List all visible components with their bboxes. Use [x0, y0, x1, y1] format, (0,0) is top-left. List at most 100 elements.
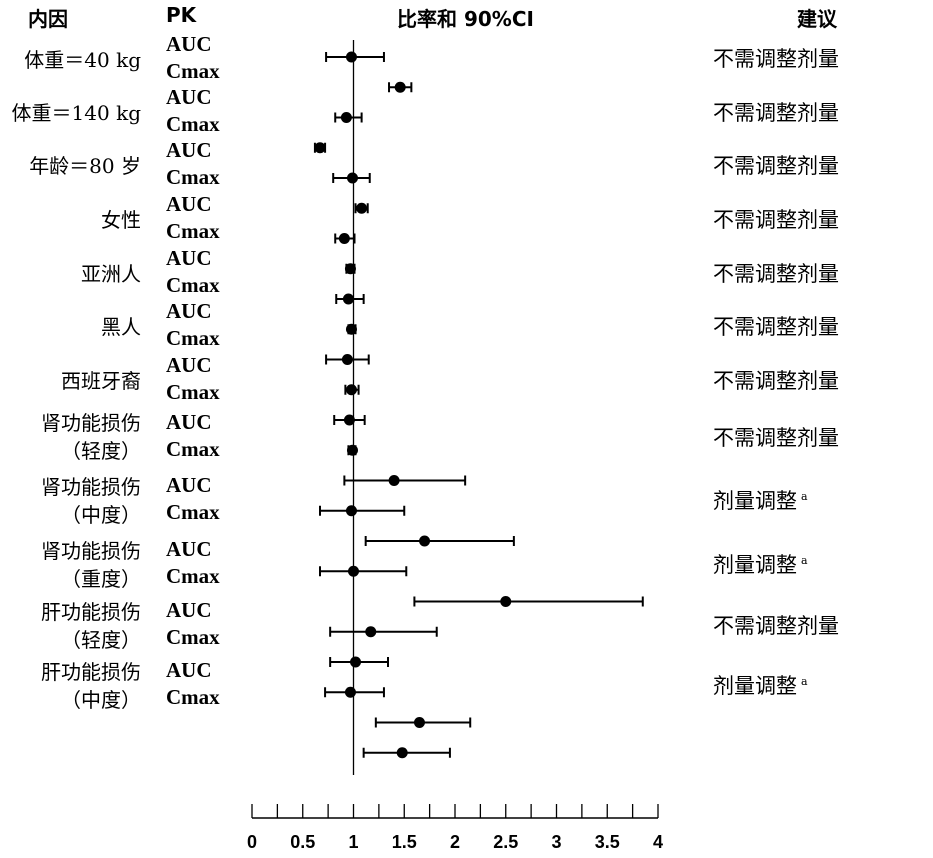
pk-label-auc: AUC: [166, 138, 212, 162]
point-estimate: [419, 535, 431, 547]
footnote-marker: a: [801, 554, 808, 567]
point-estimate: [341, 354, 353, 365]
recommendation-label: 不需调整剂量: [713, 47, 839, 71]
recommendation-text: 剂量调整 a: [713, 549, 808, 579]
footnote-marker: a: [801, 490, 808, 503]
factor-label: 年龄＝80 岁: [29, 154, 141, 178]
point-estimate: [346, 172, 358, 184]
recommendation-label: 剂量调整: [713, 674, 797, 698]
point-estimate: [344, 686, 356, 698]
recommendation-label: 不需调整剂量: [713, 262, 839, 286]
x-tick-label: 1: [348, 832, 358, 852]
recommendation-label: 不需调整剂量: [713, 614, 839, 638]
x-tick-label: 2: [450, 832, 460, 852]
recommendation-text: 不需调整剂量: [713, 204, 839, 234]
pk-label-auc: AUC: [166, 353, 212, 377]
x-tick-label: 1.5: [392, 832, 417, 852]
factor-label: （中度）: [61, 503, 141, 527]
pk-label-cmax: Cmax: [166, 437, 220, 461]
factor-label: 肾功能损伤: [41, 475, 141, 499]
recommendation-text: 不需调整剂量: [713, 311, 839, 341]
recommendation-label: 剂量调整: [713, 553, 797, 577]
factor-label: （重度）: [61, 567, 141, 591]
point-estimate: [356, 202, 368, 214]
pk-label-cmax: Cmax: [166, 625, 220, 649]
recommendation-text: 剂量调整 a: [713, 485, 808, 515]
factor-label: 体重＝40 kg: [24, 48, 141, 72]
pk-label-cmax: Cmax: [166, 564, 220, 588]
recommendation-label: 剂量调整: [713, 489, 797, 513]
pk-label-cmax: Cmax: [166, 500, 220, 524]
point-estimate: [396, 747, 408, 759]
header-ratio: 比率和 90%CI: [397, 7, 534, 31]
x-tick-label: 3.5: [595, 832, 620, 852]
point-estimate: [338, 233, 350, 244]
recommendation-text: 剂量调整 a: [713, 670, 808, 700]
recommendation-text: 不需调整剂量: [713, 258, 839, 288]
pk-label-cmax: Cmax: [166, 219, 220, 243]
point-estimate: [365, 626, 377, 638]
footnote-marker: a: [801, 675, 808, 688]
pk-label-auc: AUC: [166, 246, 212, 270]
point-estimate: [394, 81, 406, 93]
point-estimate: [346, 444, 358, 456]
point-estimate: [345, 505, 357, 517]
pk-label-cmax: Cmax: [166, 112, 220, 136]
recommendation-text: 不需调整剂量: [713, 43, 839, 73]
point-estimate: [413, 717, 425, 728]
header-recommendation: 建议: [797, 7, 837, 31]
pk-label-cmax: Cmax: [166, 165, 220, 189]
recommendation-text: 不需调整剂量: [713, 610, 839, 640]
recommendation-text: 不需调整剂量: [713, 97, 839, 127]
factor-label: 肾功能损伤: [41, 411, 141, 435]
point-estimate: [340, 112, 352, 123]
point-estimate: [314, 142, 326, 154]
pk-label-cmax: Cmax: [166, 59, 220, 83]
x-tick-label: 0: [247, 832, 257, 852]
factor-label: （中度）: [61, 688, 141, 712]
pk-label-cmax: Cmax: [166, 273, 220, 297]
pk-label-auc: AUC: [166, 537, 212, 561]
x-tick-label: 4: [653, 832, 663, 852]
factor-label: 肝功能损伤: [41, 600, 141, 624]
pk-label-cmax: Cmax: [166, 685, 220, 709]
recommendation-label: 不需调整剂量: [713, 101, 839, 125]
factor-label: 肾功能损伤: [41, 539, 141, 563]
recommendation-text: 不需调整剂量: [713, 422, 839, 452]
recommendation-label: 不需调整剂量: [713, 208, 839, 232]
point-estimate: [342, 293, 354, 305]
pk-label-auc: AUC: [166, 32, 212, 56]
factor-label: 亚洲人: [81, 262, 141, 286]
factor-label: 体重＝140 kg: [11, 101, 141, 125]
point-estimate: [500, 596, 512, 607]
factor-label: 西班牙裔: [61, 369, 141, 393]
point-estimate: [350, 656, 362, 668]
point-estimate: [388, 475, 400, 486]
factor-label: （轻度）: [61, 628, 141, 652]
factor-label: 黑人: [101, 315, 141, 339]
header-factor: 内因: [28, 7, 68, 31]
pk-label-auc: AUC: [166, 85, 212, 109]
recommendation-text: 不需调整剂量: [713, 150, 839, 180]
x-tick-label: 3: [551, 832, 561, 852]
pk-label-cmax: Cmax: [166, 380, 220, 404]
recommendation-label: 不需调整剂量: [713, 426, 839, 450]
point-estimate: [348, 565, 359, 577]
point-estimate: [345, 51, 357, 63]
pk-label-auc: AUC: [166, 658, 212, 682]
point-estimate: [345, 323, 357, 335]
recommendation-label: 不需调整剂量: [713, 154, 839, 178]
pk-label-auc: AUC: [166, 410, 212, 434]
recommendation-text: 不需调整剂量: [713, 365, 839, 395]
header-pk: PK: [166, 3, 197, 27]
x-tick-label: 0.5: [290, 832, 315, 852]
factor-label: （轻度）: [61, 439, 141, 463]
x-tick-label: 2.5: [493, 832, 518, 852]
pk-label-auc: AUC: [166, 598, 212, 622]
recommendation-label: 不需调整剂量: [713, 369, 839, 393]
pk-label-auc: AUC: [166, 473, 212, 497]
recommendation-label: 不需调整剂量: [713, 315, 839, 339]
pk-label-cmax: Cmax: [166, 326, 220, 350]
point-estimate: [344, 263, 356, 275]
